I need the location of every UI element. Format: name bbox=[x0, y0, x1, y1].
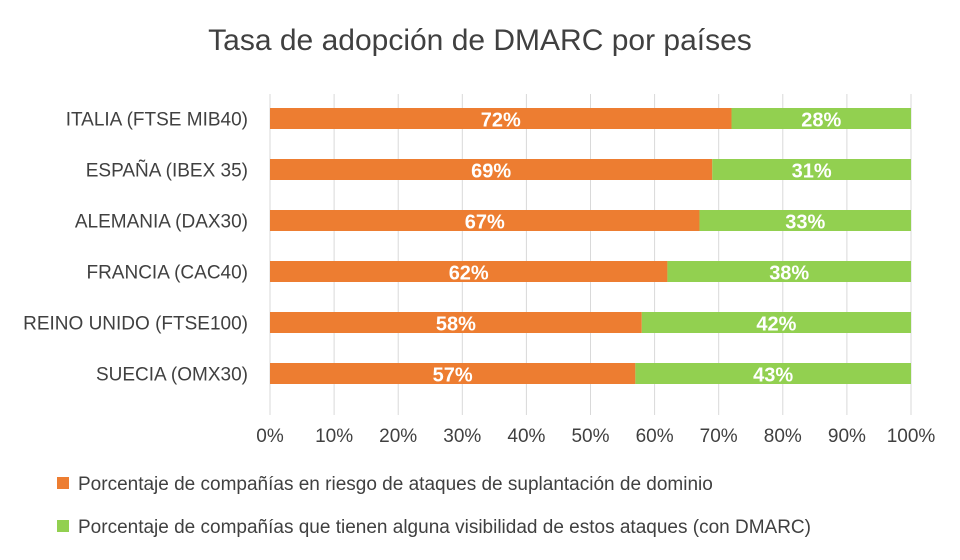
x-tick-label: 50% bbox=[571, 426, 609, 447]
bar-value-label: 67% bbox=[465, 212, 505, 234]
bar-value-label: 69% bbox=[471, 161, 511, 183]
legend-swatch-dmarc bbox=[57, 520, 69, 532]
bar-value-label: 43% bbox=[753, 365, 793, 387]
category-label: ALEMANIA (DAX30) bbox=[75, 212, 248, 233]
bar-value-label: 57% bbox=[433, 365, 473, 387]
bar-risk bbox=[270, 210, 700, 231]
bars: 72% 28% 69% 31% 67% 33% 62% 38% 58% 42% 57% 43% bbox=[270, 108, 911, 387]
category-label: FRANCIA (CAC40) bbox=[86, 263, 248, 284]
category-label: SUECIA (OMX30) bbox=[96, 365, 248, 386]
bar-value-label: 28% bbox=[801, 110, 841, 132]
gridlines bbox=[269, 94, 912, 415]
bar-risk bbox=[270, 363, 636, 384]
legend-label-dmarc: Porcentaje de compañías que tienen algun… bbox=[78, 517, 811, 538]
category-label: REINO UNIDO (FTSE100) bbox=[23, 314, 248, 335]
bar-risk bbox=[270, 312, 642, 333]
bar-dmarc bbox=[635, 363, 911, 384]
x-tick-label: 60% bbox=[636, 426, 674, 447]
bar-risk bbox=[270, 159, 713, 180]
legend-label-risk: Porcentaje de compañías en riesgo de ata… bbox=[78, 474, 713, 495]
x-tick-label: 80% bbox=[764, 426, 802, 447]
x-tick-label: 90% bbox=[828, 426, 866, 447]
bar-dmarc bbox=[667, 261, 911, 282]
bar-dmarc bbox=[699, 210, 911, 231]
bar-value-label: 38% bbox=[769, 263, 809, 285]
legend-swatch-risk bbox=[57, 477, 69, 489]
bar-risk bbox=[270, 108, 732, 129]
bar-value-label: 72% bbox=[481, 110, 521, 132]
x-tick-label: 10% bbox=[315, 426, 353, 447]
x-tick-label: 20% bbox=[379, 426, 417, 447]
bar-value-label: 31% bbox=[792, 161, 832, 183]
x-tick-label: 40% bbox=[507, 426, 545, 447]
bar-dmarc bbox=[641, 312, 911, 333]
bar-value-label: 58% bbox=[436, 314, 476, 336]
bar-dmarc bbox=[731, 108, 911, 129]
category-label: ITALIA (FTSE MIB40) bbox=[66, 110, 248, 131]
legend: Porcentaje de compañías en riesgo de ata… bbox=[57, 474, 811, 538]
category-label: ESPAÑA (IBEX 35) bbox=[86, 160, 248, 182]
x-tick-label: 30% bbox=[443, 426, 481, 447]
x-tick-label: 100% bbox=[887, 426, 936, 447]
bar-dmarc bbox=[712, 159, 911, 180]
chart-title: Tasa de adopción de DMARC por países bbox=[208, 24, 752, 57]
bar-risk bbox=[270, 261, 668, 282]
x-tick-label: 70% bbox=[700, 426, 738, 447]
bar-value-label: 42% bbox=[756, 314, 796, 336]
x-axis-tick-labels: 0% 10% 20% 30% 40% 50% 60% 70% 80% 90% 100% bbox=[256, 426, 935, 447]
category-labels: ITALIA (FTSE MIB40) ESPAÑA (IBEX 35) ALEMA… bbox=[23, 110, 248, 386]
bar-value-label: 62% bbox=[449, 263, 489, 285]
x-tick-label: 0% bbox=[256, 426, 284, 447]
bar-value-label: 33% bbox=[785, 212, 825, 234]
